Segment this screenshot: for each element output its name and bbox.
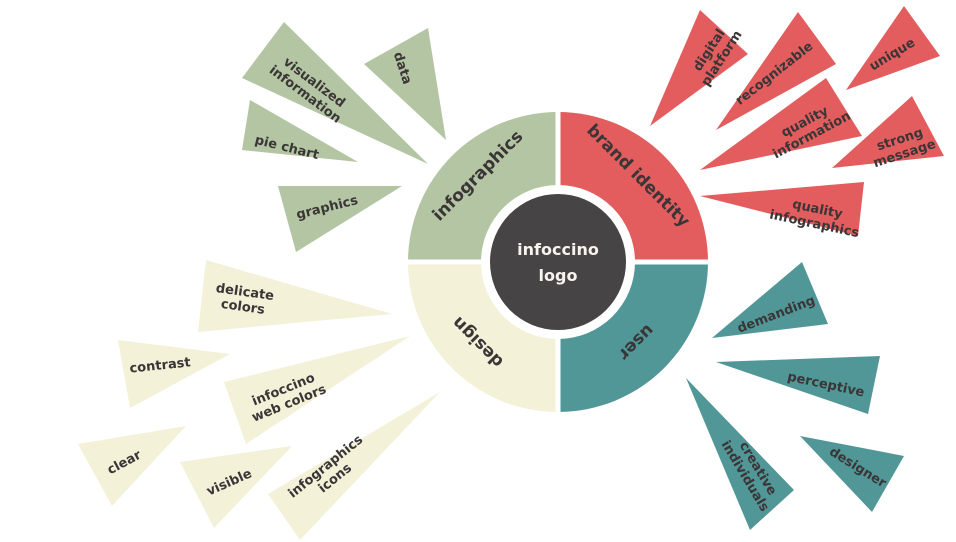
spike-label: delicatecolors xyxy=(213,281,275,319)
spike-design-3: clear xyxy=(78,426,186,506)
spike-brand-0: digitalplatform xyxy=(650,10,748,126)
spike-design-1: contrast xyxy=(118,340,230,408)
spike-triangle xyxy=(716,12,836,130)
spike-triangle xyxy=(800,436,904,512)
spike-triangle xyxy=(118,340,230,408)
spike-user-0: demanding xyxy=(712,262,828,338)
spike-label-line: contrast xyxy=(129,355,191,376)
spike-design-0: delicatecolors xyxy=(198,260,392,332)
spike-triangle xyxy=(268,392,440,540)
spike-triangle xyxy=(716,356,880,414)
spike-triangle xyxy=(650,10,748,126)
spike-infographics-3: graphics xyxy=(278,186,402,252)
spike-user-3: designer xyxy=(800,436,904,512)
spike-label-line: colors xyxy=(220,297,266,318)
spike-triangle xyxy=(832,96,944,168)
spike-triangle xyxy=(846,6,940,90)
spike-infographics-0: visualizedinformation xyxy=(242,22,428,164)
spike-triangle xyxy=(700,182,864,236)
spike-infographics-1: data xyxy=(364,28,446,140)
spike-triangle xyxy=(180,446,292,528)
spike-design-4: visible xyxy=(180,446,292,528)
spike-triangle xyxy=(700,78,862,170)
spike-triangle xyxy=(198,260,392,332)
spike-brand-5: qualityinfographics xyxy=(700,182,864,241)
spike-triangle xyxy=(712,262,828,338)
center-disc xyxy=(490,194,626,330)
spike-brand-2: unique xyxy=(846,6,940,90)
center-label-line: logo xyxy=(539,266,578,285)
spike-label: contrast xyxy=(129,355,191,376)
spike-triangle xyxy=(686,378,794,530)
spike-design-5: infographicsicons xyxy=(268,392,440,540)
spike-triangle xyxy=(242,22,428,164)
spike-triangle xyxy=(278,186,402,252)
spike-triangle xyxy=(242,100,358,162)
spike-user-1: perceptive xyxy=(716,356,880,414)
spike-user-2: creativeindividuals xyxy=(686,378,794,530)
ring-layer xyxy=(406,110,710,414)
spike-brand-4: strongmessage xyxy=(832,96,944,171)
spike-triangle xyxy=(224,336,410,444)
center-label-line: infoccino xyxy=(517,240,599,259)
spike-triangle xyxy=(364,28,446,140)
spike-triangle xyxy=(78,426,186,506)
center-label: infoccino logo xyxy=(517,240,599,285)
